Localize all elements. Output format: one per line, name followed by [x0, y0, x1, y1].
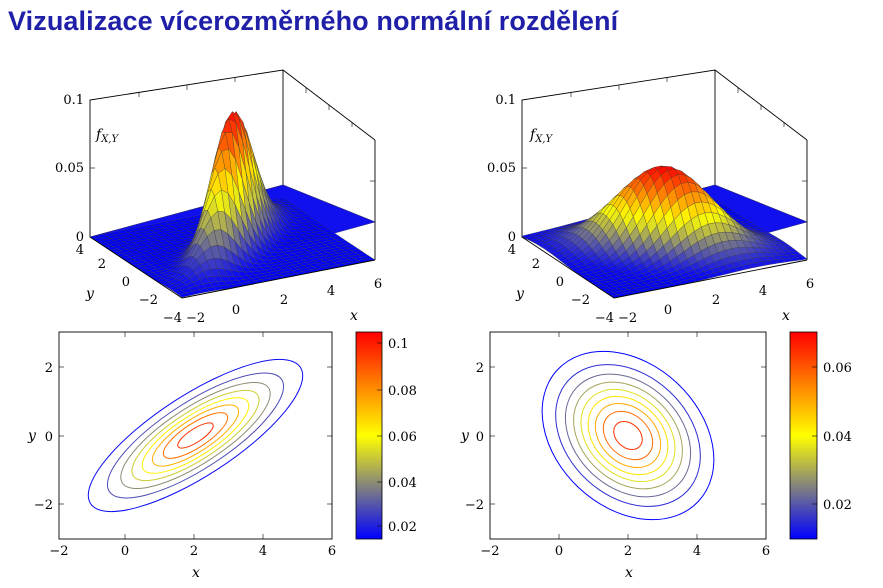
s1-zlabel: fX,Y — [95, 127, 119, 145]
c1-ytick-m2: −2 — [34, 498, 53, 513]
s1-ytick-0: 0 — [122, 275, 130, 290]
contour-line — [151, 404, 240, 467]
s2-xtick-4: 4 — [759, 284, 767, 299]
s1-ztick-0.05: 0.05 — [55, 161, 84, 176]
page-title: Vizualizace vícerozměrného normální rozd… — [8, 6, 619, 36]
s2-ytick-m4: −4 — [595, 311, 614, 326]
contour-line — [141, 397, 250, 474]
contour-line — [177, 422, 214, 449]
c2-xtick-6: 6 — [762, 544, 770, 559]
contour-line — [602, 410, 654, 461]
cb2-tick-0.02: 0.02 — [823, 498, 852, 513]
c1-ytick-2: 2 — [45, 361, 53, 376]
s1-xtick-4: 4 — [327, 284, 335, 299]
colorbar-2 — [789, 331, 818, 540]
c2-xtick-4: 4 — [693, 544, 701, 559]
s2-ztick-0.05: 0.05 — [487, 161, 516, 176]
contour-plot-2: 2 0 −2 y −2 0 2 4 6 x 0.06 0.04 0.02 — [460, 331, 852, 581]
cb2-tick-0.04: 0.04 — [823, 430, 852, 445]
s1-xtick-6: 6 — [374, 277, 382, 292]
s1-ztick-0: 0 — [76, 230, 84, 245]
cb1-tick-0.06: 0.06 — [388, 430, 417, 445]
c1-ytick-0: 0 — [45, 430, 53, 445]
s1-xlabel: x — [350, 308, 358, 324]
contour-plot-1: 2 0 −2 y −2 0 2 4 6 x 0.1 0.08 0.06 0.04… — [27, 331, 417, 581]
s2-ytick-2: 2 — [532, 257, 540, 272]
c2-xtick-2: 2 — [624, 544, 632, 559]
surface-plot-1: 0.1 0.05 0 fX,Y 4 2 0 −2 −4 y −2 0 2 4 6… — [55, 69, 382, 326]
contour-line — [555, 364, 701, 507]
c1-xlabel: x — [192, 565, 200, 581]
contour-1-frame — [58, 331, 333, 540]
c2-xtick-0: 0 — [555, 544, 563, 559]
c2-ytick-2: 2 — [476, 361, 484, 376]
s2-xtick-2: 2 — [712, 293, 720, 308]
contour-line — [580, 388, 676, 483]
s1-ztick-0.1: 0.1 — [63, 93, 84, 108]
contour-line — [594, 403, 662, 468]
s2-xtick-6: 6 — [806, 277, 814, 292]
s2-ytick-0: 0 — [556, 275, 564, 290]
surface-plot-2: 0.1 0.05 0 fX,Y 4 2 0 −2 −4 y −2 0 2 4 6… — [487, 69, 814, 326]
s2-ztick-0: 0 — [508, 230, 516, 245]
contour-line — [162, 412, 229, 459]
cb1-tick-0.02: 0.02 — [388, 520, 417, 535]
c2-ytick-m2: −2 — [465, 498, 484, 513]
c1-xtick-m2: −2 — [49, 544, 68, 559]
s1-xtick-m2: −2 — [186, 311, 205, 326]
s1-xtick-2: 2 — [280, 293, 288, 308]
contour-1-lines — [87, 358, 304, 513]
s1-ytick-m2: −2 — [139, 293, 158, 308]
contour-line — [87, 358, 304, 513]
contour-line — [573, 381, 683, 490]
contour-2-frame — [489, 331, 767, 540]
c2-xtick-m2: −2 — [480, 544, 499, 559]
c2-xlabel: x — [625, 565, 633, 581]
s1-ytick-4: 4 — [76, 243, 84, 258]
cb1-tick-0.08: 0.08 — [388, 384, 417, 399]
contour-2-lines — [541, 350, 715, 521]
s2-ztick-0.1: 0.1 — [495, 93, 516, 108]
s2-xlabel: x — [782, 308, 790, 324]
c1-xtick-6: 6 — [328, 544, 336, 559]
contour-line — [541, 350, 715, 521]
surface-facet — [796, 256, 808, 261]
contour-line — [587, 395, 669, 476]
s2-zlabel: fX,Y — [529, 127, 553, 145]
surface-1-mesh — [89, 111, 376, 298]
c2-ytick-0: 0 — [476, 430, 484, 445]
cb1-tick-0.1: 0.1 — [388, 337, 409, 352]
s2-xtick-0: 0 — [664, 303, 672, 318]
s2-xtick-m2: −2 — [618, 311, 637, 326]
contour-line — [131, 389, 260, 482]
s2-ylabel: y — [515, 286, 525, 302]
s1-ytick-2: 2 — [98, 257, 106, 272]
c2-ylabel: y — [460, 428, 470, 444]
surface-2-mesh — [521, 165, 808, 299]
contour-line — [120, 381, 271, 490]
contour-line — [613, 421, 643, 450]
cb2-tick-0.06: 0.06 — [823, 361, 852, 376]
s1-ytick-m4: −4 — [163, 311, 182, 326]
s1-xtick-0: 0 — [232, 303, 240, 318]
c1-xtick-2: 2 — [190, 544, 198, 559]
s2-ytick-m2: −2 — [571, 293, 590, 308]
contour-line — [564, 373, 692, 498]
c1-xtick-4: 4 — [259, 544, 267, 559]
c1-ylabel: y — [27, 428, 37, 444]
s2-ytick-4: 4 — [508, 243, 516, 258]
contour-line — [106, 372, 285, 499]
c1-xtick-0: 0 — [121, 544, 129, 559]
cb1-tick-0.04: 0.04 — [388, 476, 417, 491]
colorbar-1 — [355, 331, 383, 540]
s1-ylabel: y — [85, 286, 95, 302]
